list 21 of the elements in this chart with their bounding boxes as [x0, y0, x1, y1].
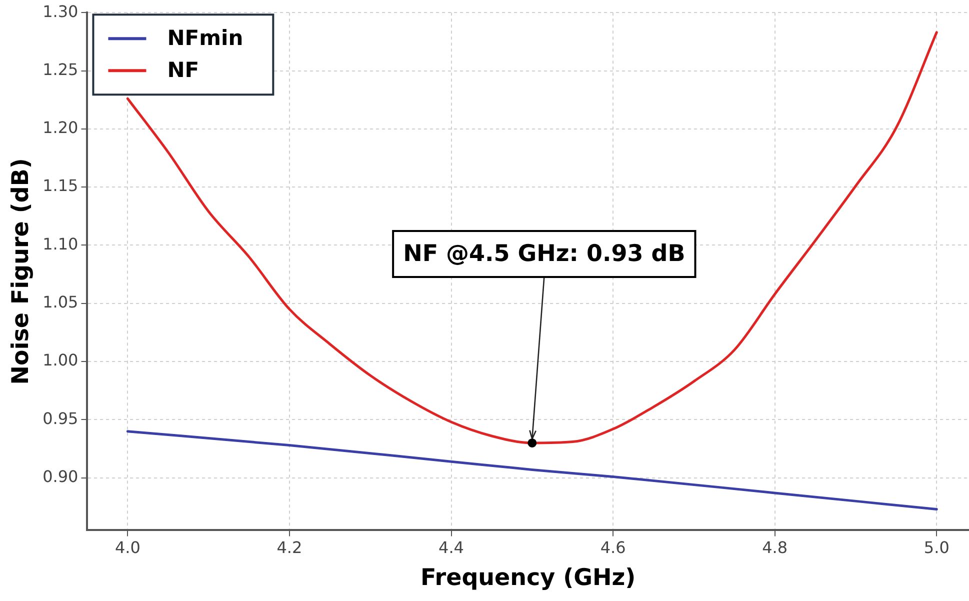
x-tick-label: 5.0	[924, 538, 950, 557]
y-tick-label: 1.30	[42, 2, 78, 21]
y-tick-label: 1.15	[42, 176, 78, 196]
y-tick-label: 1.10	[42, 234, 78, 254]
y-tick-label: 0.90	[42, 467, 78, 486]
y-tick-label: 1.05	[42, 292, 78, 312]
line-series	[126, 430, 938, 511]
x-tick-label: 4.4	[438, 538, 464, 557]
y-tick-label: 0.95	[42, 408, 78, 428]
legend-label: NF	[167, 58, 200, 82]
x-tick-label: 4.0	[114, 538, 140, 557]
y-tick-label: 1.00	[42, 350, 78, 370]
x-tick-label: 4.8	[762, 538, 788, 557]
y-tick-label: 1.25	[42, 60, 78, 79]
y-axis-title: Noise Figure (dB)	[8, 158, 34, 385]
x-tick-label: 4.2	[276, 538, 302, 557]
legend-label: NFmin	[167, 26, 244, 50]
annotation: NF @4.5 GHz: 0.93 dB	[403, 240, 686, 267]
y-tick-label: 1.20	[42, 118, 78, 138]
x-axis-title: Frequency (GHz)	[420, 565, 636, 592]
x-tick-label: 4.6	[600, 538, 626, 557]
